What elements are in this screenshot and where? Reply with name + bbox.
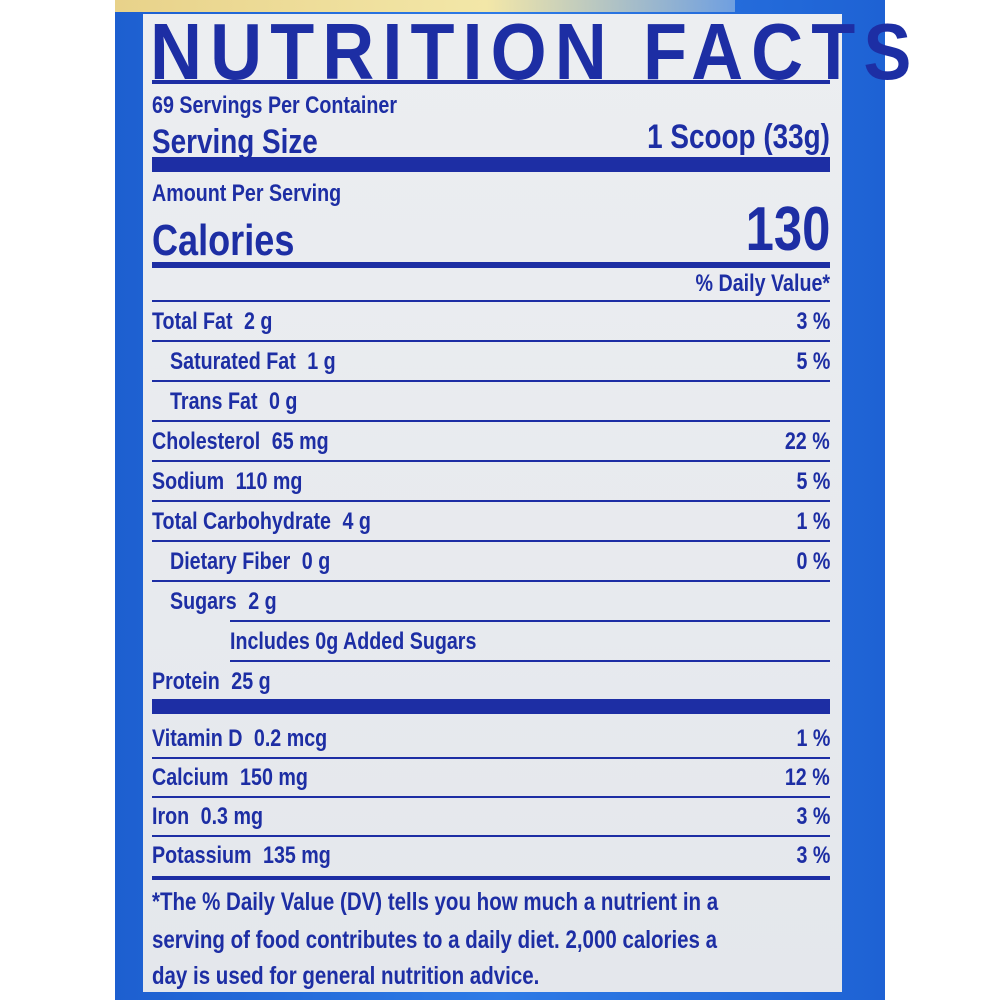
nutrient-row: Iron 0.3 mg <box>152 805 263 829</box>
divider <box>152 340 830 342</box>
nutrient-row: Trans Fat 0 g <box>170 390 297 414</box>
nutrient-label: Includes 0g Added Sugars <box>230 628 477 655</box>
divider <box>152 540 830 542</box>
nutrient-label: Cholesterol <box>152 428 261 455</box>
divider <box>152 757 830 759</box>
nutrient-label: Sodium <box>152 468 225 495</box>
divider <box>230 620 830 622</box>
divider <box>152 420 830 422</box>
divider <box>230 660 830 662</box>
nutrient-amount: 0 g <box>301 548 331 575</box>
medium-divider <box>152 262 830 268</box>
nutrient-label: Trans Fat <box>170 388 258 415</box>
divider <box>152 796 830 798</box>
footnote-line: *The % Daily Value (DV) tells you how mu… <box>152 888 719 916</box>
nutrient-amount: 0.2 mcg <box>253 725 328 752</box>
footnote-line: day is used for general nutrition advice… <box>152 962 540 990</box>
nutrient-amount: 2 g <box>244 308 273 335</box>
nutrient-row: Calcium 150 mg <box>152 766 308 790</box>
nutrient-amount: 0 g <box>268 388 298 415</box>
nutrient-label: Sugars <box>170 588 237 615</box>
nutrient-row: Total Fat 2 g <box>152 310 272 334</box>
nutrient-label: Iron <box>152 803 190 830</box>
serving-size-value: 1 Scoop (33g) <box>647 118 830 156</box>
divider <box>152 580 830 582</box>
divider <box>152 876 830 880</box>
nutrient-label: Calcium <box>152 764 229 791</box>
nutrient-row: Includes 0g Added Sugars <box>230 630 488 654</box>
nutrient-daily-value: 1 % <box>796 508 830 535</box>
nutrition-label-panel <box>143 14 842 992</box>
nutrient-row: Sugars 2 g <box>170 590 277 614</box>
nutrient-label: Saturated Fat <box>170 348 296 375</box>
nutrient-label: Total Carbohydrate <box>152 508 331 535</box>
divider <box>152 835 830 837</box>
footnote-line: serving of food contributes to a daily d… <box>152 926 718 954</box>
nutrient-row: Vitamin D 0.2 mcg <box>152 727 327 751</box>
divider <box>152 80 830 84</box>
amount-per-serving: Amount Per Serving <box>152 180 342 207</box>
nutrient-daily-value: 22 % <box>785 428 830 455</box>
nutrient-row: Cholesterol 65 mg <box>152 430 329 454</box>
nutrient-amount: 25 g <box>231 668 271 695</box>
nutrient-daily-value: 1 % <box>796 725 830 752</box>
lid-edge <box>115 0 735 12</box>
nutrient-row: Sodium 110 mg <box>152 470 302 494</box>
servings-per-container: 69 Servings Per Container <box>152 92 398 119</box>
label-title: NUTRITION FACTS <box>150 7 920 96</box>
nutrient-amount: 1 g <box>307 348 336 375</box>
nutrient-amount: 4 g <box>342 508 371 535</box>
nutrient-amount: 135 mg <box>263 842 331 869</box>
calories-label: Calories <box>152 216 295 265</box>
nutrient-row: Saturated Fat 1 g <box>170 350 336 374</box>
nutrient-amount: 0.3 mg <box>200 803 263 830</box>
nutrient-label: Dietary Fiber <box>170 548 291 575</box>
nutrient-label: Total Fat <box>152 308 233 335</box>
nutrient-amount: 2 g <box>248 588 277 615</box>
nutrient-daily-value: 12 % <box>785 764 830 791</box>
nutrient-daily-value: 3 % <box>796 803 830 830</box>
daily-value-header: % Daily Value* <box>695 270 830 297</box>
nutrient-daily-value: 5 % <box>796 468 830 495</box>
nutrient-row: Protein 25 g <box>152 670 271 694</box>
nutrient-amount: 150 mg <box>240 764 308 791</box>
divider <box>152 460 830 462</box>
divider <box>152 300 830 302</box>
nutrient-daily-value: 5 % <box>796 348 830 375</box>
divider <box>152 500 830 502</box>
nutrient-label: Vitamin D <box>152 725 243 752</box>
nutrient-row: Dietary Fiber 0 g <box>170 550 330 574</box>
nutrient-daily-value: 3 % <box>796 842 830 869</box>
nutrient-amount: 65 mg <box>271 428 329 455</box>
nutrient-daily-value: 0 % <box>796 548 830 575</box>
nutrient-label: Protein <box>152 668 220 695</box>
divider <box>152 380 830 382</box>
thick-divider <box>152 157 830 172</box>
nutrient-row: Potassium 135 mg <box>152 844 331 868</box>
calories-value: 130 <box>745 195 830 264</box>
nutrient-daily-value: 3 % <box>796 308 830 335</box>
nutrient-label: Potassium <box>152 842 252 869</box>
serving-size-label: Serving Size <box>152 123 318 161</box>
thick-divider <box>152 699 830 714</box>
nutrient-amount: 110 mg <box>235 468 303 495</box>
nutrient-row: Total Carbohydrate 4 g <box>152 510 371 534</box>
